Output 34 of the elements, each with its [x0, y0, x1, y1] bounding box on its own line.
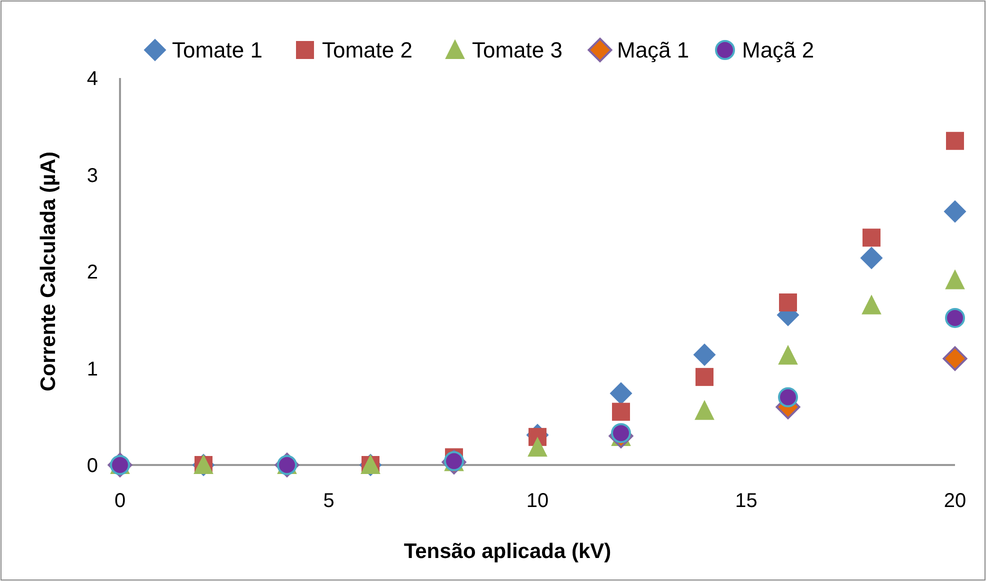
legend-label: Maçã 1 [617, 38, 690, 63]
point [778, 387, 798, 408]
point [860, 246, 883, 270]
y-tick-label: 1 [86, 358, 98, 380]
point [946, 132, 964, 150]
y-tick-label: 2 [86, 262, 98, 284]
point [862, 228, 880, 247]
point [779, 293, 797, 312]
point [862, 294, 882, 314]
y-tick-label: 4 [86, 68, 98, 90]
point [528, 436, 548, 457]
x-tick-label: 15 [735, 490, 758, 512]
x-tick-label: 20 [944, 490, 966, 512]
legend-label: Tomate 2 [322, 38, 412, 63]
point [942, 346, 968, 371]
x-axis-title: Tensão aplicada (kV) [404, 540, 612, 563]
point [696, 368, 714, 386]
point [944, 200, 966, 223]
legend-label: Tomate 3 [472, 38, 562, 63]
point [945, 308, 965, 328]
y-tick-label: 0 [86, 455, 98, 477]
legend-label: Tomate 1 [172, 38, 262, 63]
point [945, 269, 965, 290]
x-tick-label: 10 [526, 490, 549, 512]
point [612, 402, 630, 421]
y-axis-title: Corrente Calculada (µA) [37, 152, 60, 392]
x-tick-label: 5 [323, 490, 334, 512]
y-tick-label: 3 [86, 164, 98, 187]
x-tick-label: 0 [114, 490, 126, 512]
point [610, 382, 632, 405]
legend-label: Maçã 2 [742, 38, 814, 63]
point [694, 400, 714, 420]
point [693, 343, 716, 366]
point [778, 344, 798, 365]
